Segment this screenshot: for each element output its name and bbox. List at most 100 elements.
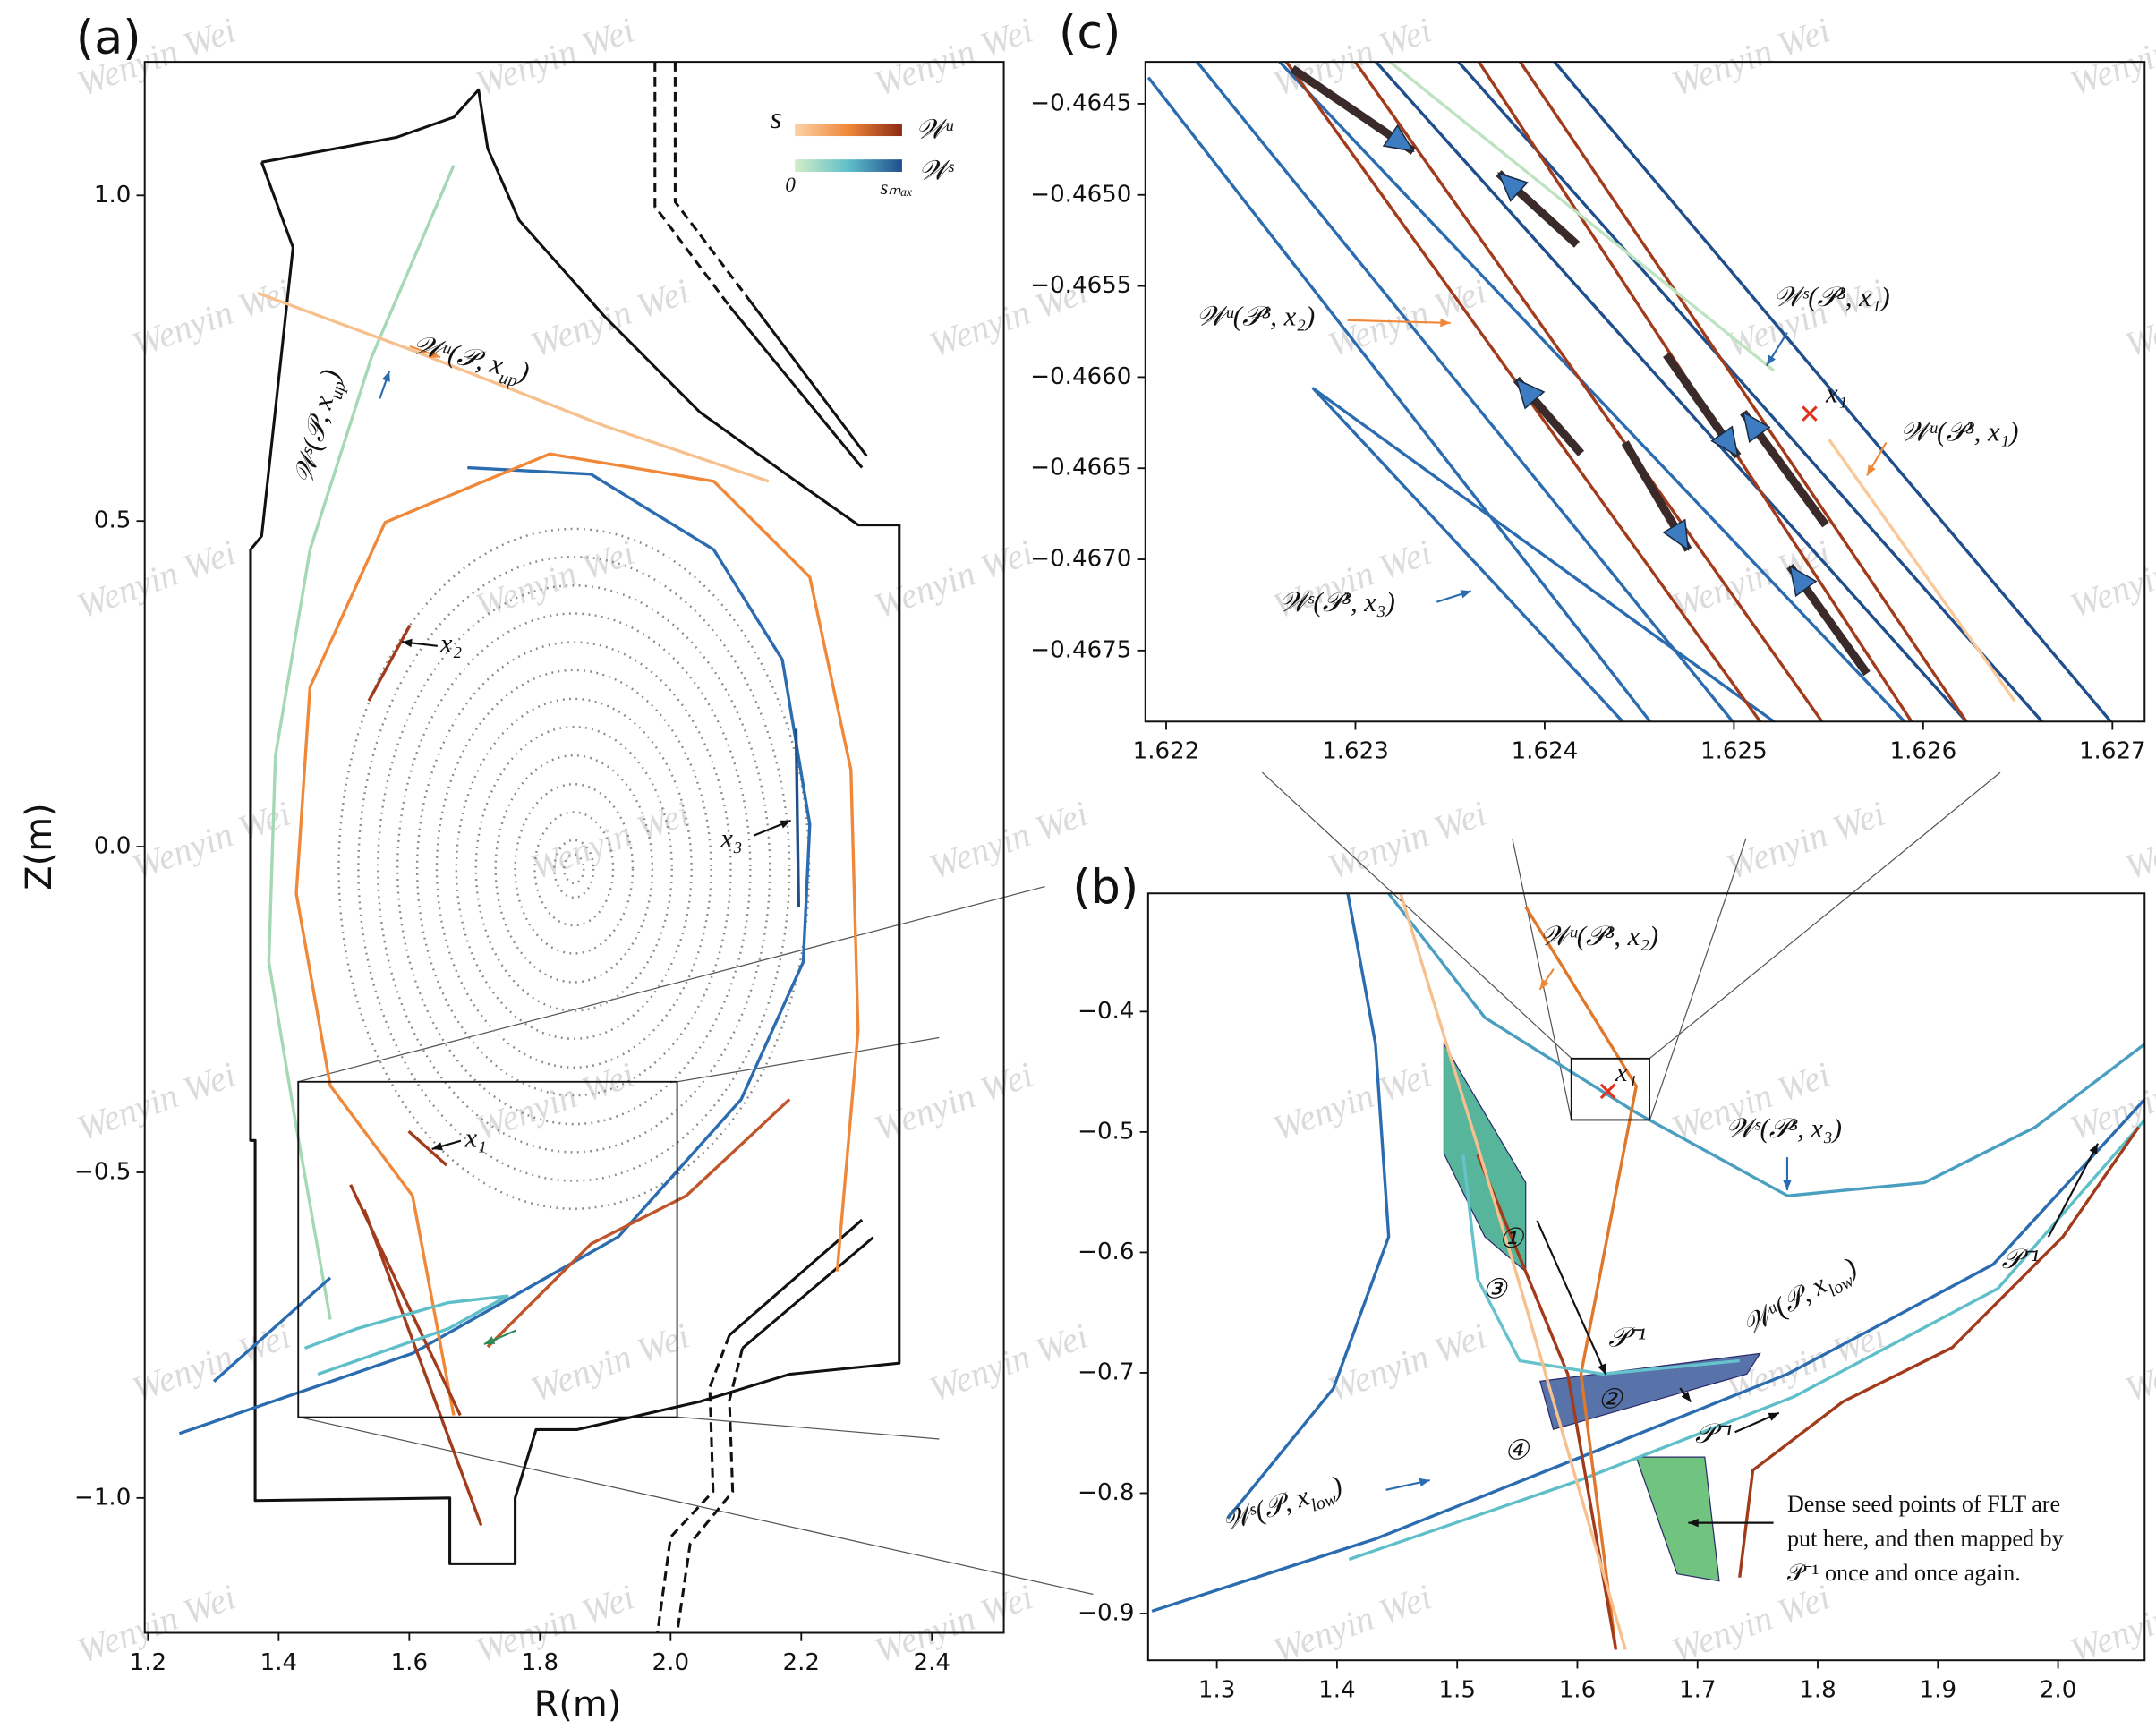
annotation-arrow-head bbox=[401, 638, 413, 648]
connector bbox=[1261, 771, 1572, 1059]
manifold-line bbox=[1146, 76, 1652, 722]
flow-arrow-head bbox=[1710, 425, 1739, 458]
flow-arrow-head bbox=[1788, 565, 1818, 598]
annotation-arrow-head bbox=[381, 370, 390, 382]
annotation-arrow-head bbox=[1783, 1180, 1792, 1190]
y-tick-label: −0.4655 bbox=[1030, 272, 1131, 299]
annotation: ① bbox=[1498, 1223, 1524, 1254]
manifold-line bbox=[1461, 1154, 1740, 1376]
x-tick-label: 1.627 bbox=[2079, 738, 2146, 765]
annotation: 𝒲ᵘ(𝒫³, x₁) bbox=[1900, 416, 2019, 447]
manifold-line bbox=[212, 1276, 332, 1383]
manifold-line bbox=[741, 1236, 874, 1350]
poincare-ring bbox=[474, 725, 673, 1012]
annotation-sub: up bbox=[326, 379, 349, 402]
manifold-line bbox=[1311, 387, 1776, 722]
connector bbox=[1649, 771, 2001, 1060]
x-tick-label: 1.7 bbox=[1679, 1676, 1717, 1703]
annotation-arrow-head bbox=[484, 1336, 496, 1344]
y-tick-label: −0.4660 bbox=[1030, 363, 1131, 390]
manifold-line bbox=[1524, 906, 1638, 1650]
x-tick-label: 1.8 bbox=[1799, 1676, 1836, 1703]
plot-area bbox=[178, 62, 901, 1633]
manifold-line bbox=[1348, 1119, 2145, 1562]
colorbar-unstable bbox=[795, 124, 902, 137]
connector bbox=[1649, 838, 1747, 1120]
annotation-arrow bbox=[2047, 1143, 2099, 1238]
x-tick-label: 2.2 bbox=[783, 1649, 821, 1676]
poincare-ring bbox=[514, 782, 635, 955]
manifold-line bbox=[294, 452, 860, 1416]
watermark: Wenyin Wei bbox=[2120, 793, 2156, 887]
manifold-line bbox=[1552, 62, 2112, 722]
annotation: 𝒲ᵘ(𝒫³, x₂) bbox=[1197, 301, 1316, 331]
panel: 1.622 1.623 1.624 1.625 1.626 1.627 −0.4645 −0.… bbox=[1030, 6, 2145, 765]
annotation-arrow-head bbox=[2089, 1143, 2099, 1155]
x-tick-label: 1.9 bbox=[1920, 1676, 1956, 1703]
annotation: put here, and then mapped by bbox=[1787, 1526, 2064, 1552]
connector bbox=[298, 885, 1045, 1083]
x-tick-label: 1.622 bbox=[1133, 738, 1200, 765]
annotation-arrow bbox=[1347, 319, 1451, 324]
plot-area bbox=[1151, 893, 2145, 1650]
manifold-line bbox=[303, 1294, 509, 1376]
annotation-arrow-head bbox=[1688, 1518, 1699, 1528]
zoom-box bbox=[1570, 1057, 1650, 1121]
manifold-line bbox=[676, 1348, 745, 1633]
connector bbox=[677, 1036, 940, 1083]
annotation-arrow-head bbox=[431, 1142, 443, 1151]
annotation: x₁ bbox=[1825, 378, 1847, 408]
connector bbox=[677, 1416, 940, 1440]
y-tick-label: 0.5 bbox=[94, 507, 132, 534]
annotation-arrow-head bbox=[780, 820, 791, 829]
poincare-ring bbox=[563, 853, 585, 885]
x-tick-label: 1.6 bbox=[391, 1649, 428, 1676]
colorbar-label: 0 bbox=[785, 173, 796, 196]
flow-arrow-head bbox=[1515, 378, 1546, 410]
poincare-ring bbox=[494, 754, 654, 984]
poincare-ring bbox=[533, 811, 615, 927]
x-tick-label: 2.4 bbox=[914, 1649, 951, 1676]
manifold-line bbox=[1518, 62, 1968, 722]
annotation: 𝒫⁻¹ once and once again. bbox=[1787, 1560, 2021, 1586]
zoom-box bbox=[297, 1080, 678, 1418]
x-tick-label: 2.0 bbox=[2040, 1676, 2077, 1703]
y-tick-label: −0.4645 bbox=[1030, 89, 1131, 116]
x-tick-label: 1.624 bbox=[1512, 738, 1579, 765]
manifold-line bbox=[362, 1208, 483, 1527]
manifold-line bbox=[267, 165, 456, 1320]
poincare-ring bbox=[377, 584, 771, 1154]
manifold-line bbox=[653, 62, 731, 307]
manifold-line bbox=[257, 291, 770, 483]
manifold-line bbox=[794, 728, 801, 907]
panel-label: (a) bbox=[76, 12, 141, 65]
annotation-arrow-head bbox=[1681, 1391, 1692, 1402]
watermark: Wenyin Wei bbox=[1721, 793, 1890, 887]
manifold-line bbox=[728, 305, 864, 469]
manifold-line bbox=[1828, 439, 2016, 703]
manifold-line bbox=[1151, 1098, 2145, 1613]
annotation: 𝒲ˢ(𝒫³, x₁) bbox=[1774, 282, 1890, 312]
annotation: x₁ bbox=[1615, 1057, 1637, 1087]
annotation-arrow-head bbox=[1419, 1478, 1430, 1487]
flow-arrow-head bbox=[1742, 411, 1771, 444]
annotation-arrow-head bbox=[429, 349, 440, 358]
x-point-marker bbox=[1599, 1083, 1616, 1100]
watermark: Wenyin Wei bbox=[1323, 793, 1492, 887]
flow-arrow-head bbox=[1662, 518, 1690, 551]
x-tick-label: 2.0 bbox=[652, 1649, 690, 1676]
colorbar-label: 𝒲ᵘ bbox=[916, 114, 953, 144]
manifold-line bbox=[1353, 62, 1824, 722]
annotation-arrow-head bbox=[1539, 978, 1549, 990]
colorbar-label: s bbox=[770, 102, 781, 135]
annotation: x₂ bbox=[439, 628, 462, 659]
y-axis-label: Z(m) bbox=[19, 803, 60, 890]
annotation: 𝒲ᵘ(𝒫³, x₂) bbox=[1540, 921, 1659, 951]
manifold-line bbox=[1738, 1126, 2140, 1578]
colorbar bbox=[795, 124, 902, 172]
axes-frame bbox=[1144, 61, 2146, 723]
annotation-arrow-head bbox=[1867, 464, 1876, 476]
manifold-line bbox=[1226, 893, 1391, 1520]
annotation: ② bbox=[1598, 1384, 1623, 1415]
connector bbox=[298, 1416, 1094, 1596]
